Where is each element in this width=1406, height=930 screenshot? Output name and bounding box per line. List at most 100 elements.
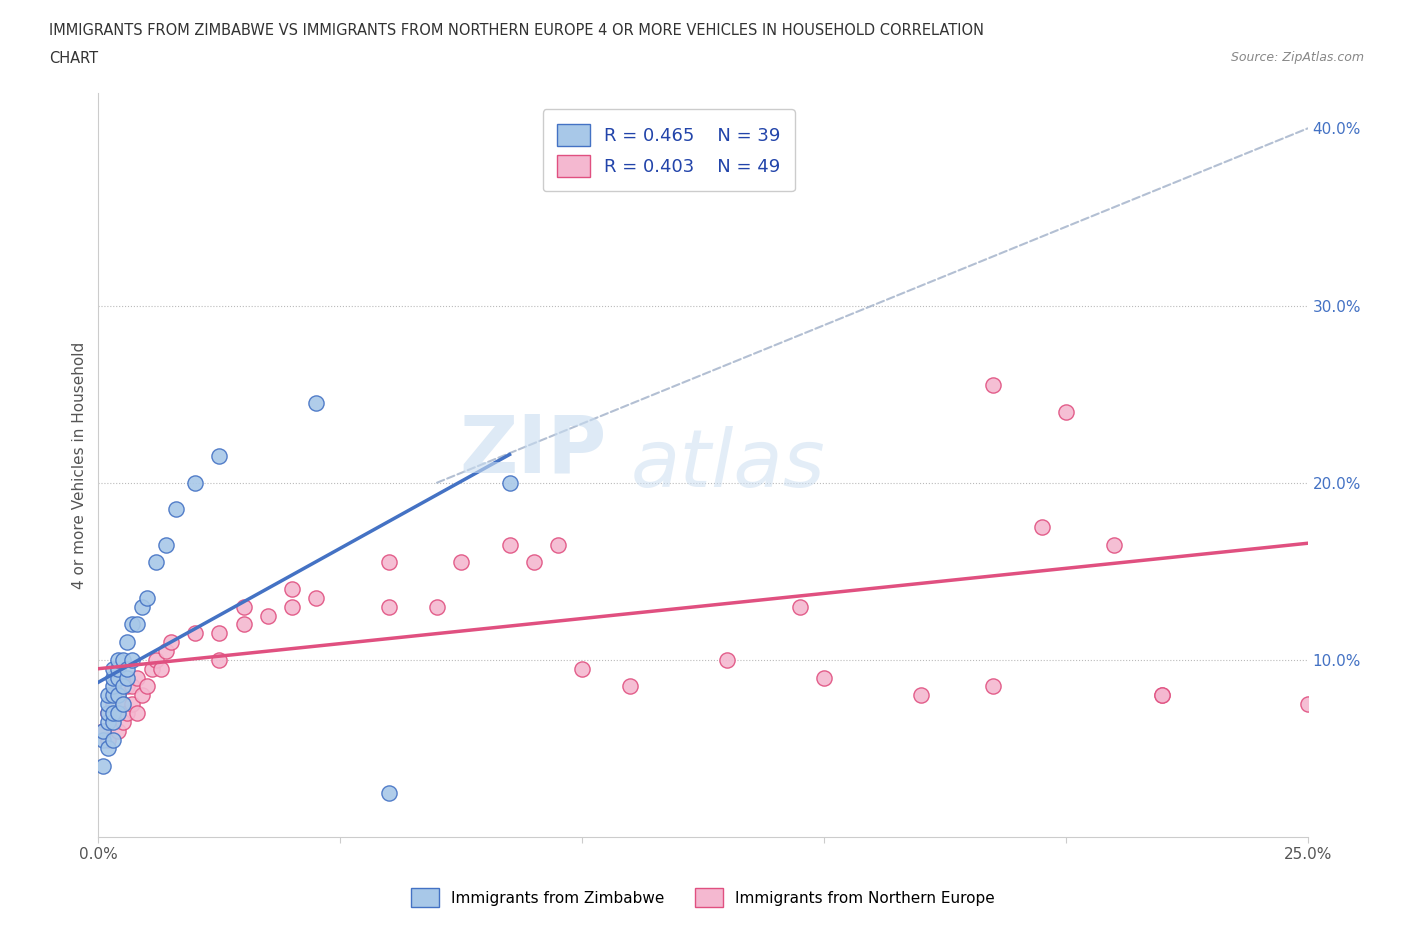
Point: [426, 599, 449, 614]
Point: [127, 617, 149, 631]
Point: [107, 688, 129, 703]
Point: [97, 706, 120, 721]
Point: [91, 732, 114, 747]
Point: [232, 599, 254, 614]
Point: [117, 634, 139, 649]
Point: [111, 679, 134, 694]
Point: [165, 502, 187, 517]
Point: [377, 555, 399, 570]
Point: [107, 688, 129, 703]
Point: [571, 661, 593, 676]
Point: [131, 599, 153, 614]
Point: [281, 599, 304, 614]
Point: [377, 785, 399, 800]
Point: [813, 671, 835, 685]
Point: [135, 591, 157, 605]
Point: [1102, 538, 1125, 552]
Point: [117, 671, 139, 685]
Point: [111, 714, 134, 729]
Point: [127, 671, 149, 685]
Point: [101, 671, 124, 685]
Point: [716, 653, 738, 668]
Point: [145, 555, 167, 570]
Point: [208, 653, 231, 668]
Text: atlas: atlas: [630, 426, 825, 504]
Point: [523, 555, 546, 570]
Point: [1031, 520, 1053, 535]
Point: [101, 697, 124, 711]
Point: [208, 626, 231, 641]
Point: [97, 714, 120, 729]
Point: [498, 475, 520, 490]
Point: [155, 538, 177, 552]
Point: [111, 697, 134, 711]
Point: [91, 759, 114, 774]
Point: [910, 688, 932, 703]
Point: [127, 706, 149, 721]
Point: [111, 653, 134, 668]
Point: [135, 679, 157, 694]
Legend: Immigrants from Zimbabwe, Immigrants from Northern Europe: Immigrants from Zimbabwe, Immigrants fro…: [405, 883, 1001, 913]
Point: [1054, 405, 1077, 419]
Point: [184, 475, 207, 490]
Point: [619, 679, 641, 694]
Point: [107, 724, 129, 738]
Point: [107, 671, 129, 685]
Point: [789, 599, 811, 614]
Point: [101, 714, 124, 729]
Point: [101, 732, 124, 747]
Text: ZIP: ZIP: [458, 411, 606, 489]
Point: [160, 634, 183, 649]
Point: [111, 697, 134, 711]
Point: [141, 661, 163, 676]
Point: [981, 679, 1004, 694]
Point: [145, 653, 167, 668]
Point: [101, 706, 124, 721]
Point: [107, 706, 129, 721]
Point: [121, 697, 143, 711]
Point: [101, 679, 124, 694]
Point: [107, 661, 129, 676]
Point: [450, 555, 472, 570]
Point: [1296, 697, 1319, 711]
Point: [208, 448, 231, 463]
Text: Source: ZipAtlas.com: Source: ZipAtlas.com: [1230, 51, 1364, 64]
Point: [117, 679, 139, 694]
Point: [644, 130, 666, 145]
Point: [281, 581, 304, 596]
Point: [121, 679, 143, 694]
Point: [117, 661, 139, 676]
Point: [97, 741, 120, 756]
Point: [117, 706, 139, 721]
Point: [101, 714, 124, 729]
Point: [97, 688, 120, 703]
Y-axis label: 4 or more Vehicles in Household: 4 or more Vehicles in Household: [72, 341, 87, 589]
Point: [91, 724, 114, 738]
Point: [101, 688, 124, 703]
Point: [1152, 688, 1174, 703]
Point: [91, 724, 114, 738]
Point: [981, 378, 1004, 392]
Point: [97, 706, 120, 721]
Point: [101, 661, 124, 676]
Point: [547, 538, 569, 552]
Point: [232, 617, 254, 631]
Point: [305, 395, 328, 410]
Point: [1152, 688, 1174, 703]
Point: [256, 608, 278, 623]
Point: [305, 591, 328, 605]
Point: [498, 538, 520, 552]
Legend: R = 0.465    N = 39, R = 0.403    N = 49: R = 0.465 N = 39, R = 0.403 N = 49: [543, 110, 794, 192]
Text: IMMIGRANTS FROM ZIMBABWE VS IMMIGRANTS FROM NORTHERN EUROPE 4 OR MORE VEHICLES I: IMMIGRANTS FROM ZIMBABWE VS IMMIGRANTS F…: [49, 23, 984, 38]
Point: [131, 688, 153, 703]
Point: [97, 697, 120, 711]
Point: [150, 661, 173, 676]
Point: [155, 644, 177, 658]
Point: [121, 653, 143, 668]
Point: [377, 599, 399, 614]
Point: [121, 617, 143, 631]
Text: CHART: CHART: [49, 51, 98, 66]
Point: [184, 626, 207, 641]
Point: [107, 653, 129, 668]
Point: [97, 732, 120, 747]
